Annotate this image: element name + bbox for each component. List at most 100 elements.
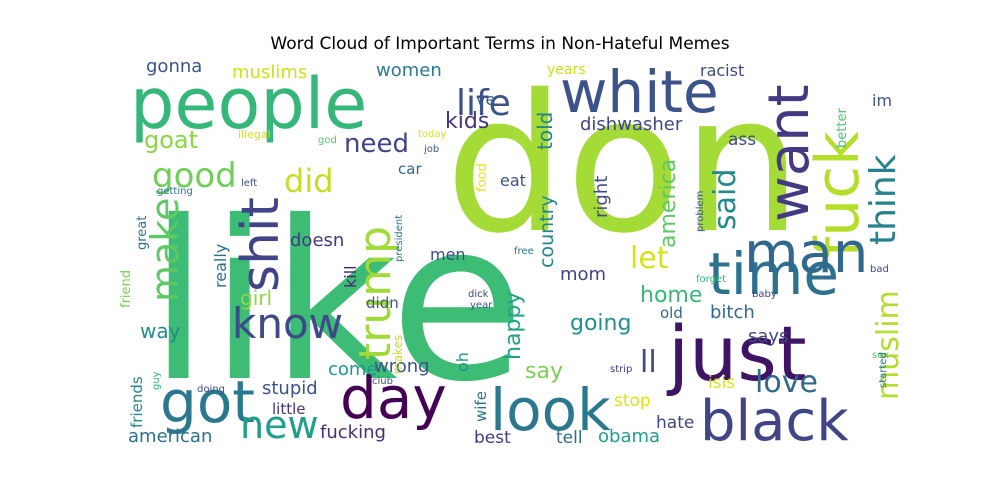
word-man: man: [744, 221, 868, 286]
word-right: right: [591, 176, 612, 218]
word-ll: ll: [640, 345, 657, 380]
word-time: time: [708, 240, 839, 308]
word-friends: friends: [128, 376, 146, 428]
word-day: day: [340, 364, 447, 432]
word-isis: isis: [708, 373, 735, 393]
word-said: said: [708, 169, 743, 230]
word-happy: happy: [501, 292, 526, 360]
word-eat: eat: [500, 171, 526, 190]
word-free: free: [514, 246, 534, 257]
word-country: country: [536, 195, 558, 268]
word-racist: racist: [700, 61, 744, 80]
word-fucking: fucking: [320, 422, 386, 443]
word-year: year: [470, 300, 493, 311]
word-bitch: bitch: [710, 302, 755, 323]
word-girl: girl: [240, 286, 272, 310]
word-job: job: [423, 144, 439, 155]
word-think: think: [863, 154, 904, 245]
word-god: god: [318, 135, 337, 146]
word-dishwasher: dishwasher: [580, 114, 683, 135]
word-love: love: [755, 365, 818, 400]
word-forget: forget: [696, 274, 726, 285]
word-going: going: [570, 311, 631, 336]
word-stop: stop: [614, 391, 651, 411]
word-muslims: muslims: [232, 62, 307, 83]
word-mom: mom: [560, 264, 606, 285]
word-doing: doing: [197, 384, 225, 395]
word-sex: sex: [872, 350, 889, 361]
word-car: car: [398, 160, 422, 178]
word-home: home: [640, 283, 702, 308]
word-need: need: [344, 129, 409, 159]
word-obama: obama: [598, 426, 660, 447]
word-trump: trump: [350, 226, 401, 360]
word-way: way: [140, 319, 181, 343]
word-come: come: [328, 359, 378, 380]
word-look: look: [490, 376, 611, 444]
word-today: today: [418, 129, 447, 140]
word-baby: baby: [752, 289, 777, 300]
word-black: black: [700, 389, 849, 454]
word-great: great: [135, 216, 150, 250]
word-don: don: [445, 54, 802, 275]
word-people: people: [130, 63, 367, 145]
word-guy: guy: [151, 371, 162, 390]
word-know: know: [232, 299, 343, 348]
word-dick: dick: [468, 289, 489, 300]
word-goat: goat: [144, 126, 198, 154]
word-wrong: wrong: [374, 356, 430, 377]
word-new: new: [240, 403, 319, 447]
word-ass: ass: [728, 130, 756, 150]
word-good: good: [152, 156, 237, 196]
word-little: little: [272, 400, 306, 418]
word-got: got: [160, 368, 255, 436]
word-says: says: [748, 326, 788, 347]
word-better: better: [835, 108, 850, 148]
chart-title: Word Cloud of Important Terms in Non-Hat…: [270, 34, 730, 54]
word-want: want: [757, 84, 822, 222]
word-shit: shit: [231, 197, 291, 292]
word-told: told: [533, 112, 557, 150]
word-best: best: [474, 428, 511, 448]
word-fuck: fuck: [803, 131, 873, 258]
word-friend: friend: [119, 270, 134, 308]
word-club: club: [372, 376, 393, 387]
word-kids: kids: [445, 109, 489, 134]
word-doesn: doesn: [290, 230, 344, 251]
word-just: just: [666, 309, 807, 398]
word-getting: getting: [157, 186, 193, 197]
word-bad: bad: [870, 264, 889, 275]
word-did: did: [284, 162, 334, 200]
word-problem: problem: [695, 191, 706, 232]
word-women: women: [376, 60, 442, 81]
word-left: left: [241, 178, 257, 189]
word-old: old: [660, 304, 683, 322]
word-like: like: [148, 174, 525, 430]
word-illegal: illegal: [238, 128, 271, 141]
word-oh: oh: [453, 352, 472, 372]
word-president: president: [394, 215, 405, 262]
word-strip: strip: [610, 364, 632, 375]
word-didn: didn: [366, 294, 399, 312]
word-started: started: [878, 352, 889, 388]
word-ve: ve: [476, 90, 495, 109]
word-tell: tell: [556, 428, 583, 448]
word-kill: kill: [341, 265, 360, 288]
word-white: white: [560, 58, 719, 126]
word-food: food: [475, 163, 490, 192]
word-men: men: [430, 245, 466, 264]
word-wife: wife: [472, 391, 490, 422]
word-stupid: stupid: [262, 378, 318, 399]
word-really: really: [211, 244, 230, 288]
word-hate: hate: [656, 413, 694, 433]
word-america: america: [656, 159, 681, 248]
word-im: im: [872, 91, 892, 110]
word-american: american: [128, 426, 212, 447]
word-say: say: [525, 359, 563, 384]
word-let: let: [630, 241, 669, 276]
word-makes: makes: [391, 335, 405, 374]
word-muslim: muslim: [871, 290, 906, 400]
word-life: life: [456, 83, 511, 124]
word-make: make: [143, 198, 187, 302]
